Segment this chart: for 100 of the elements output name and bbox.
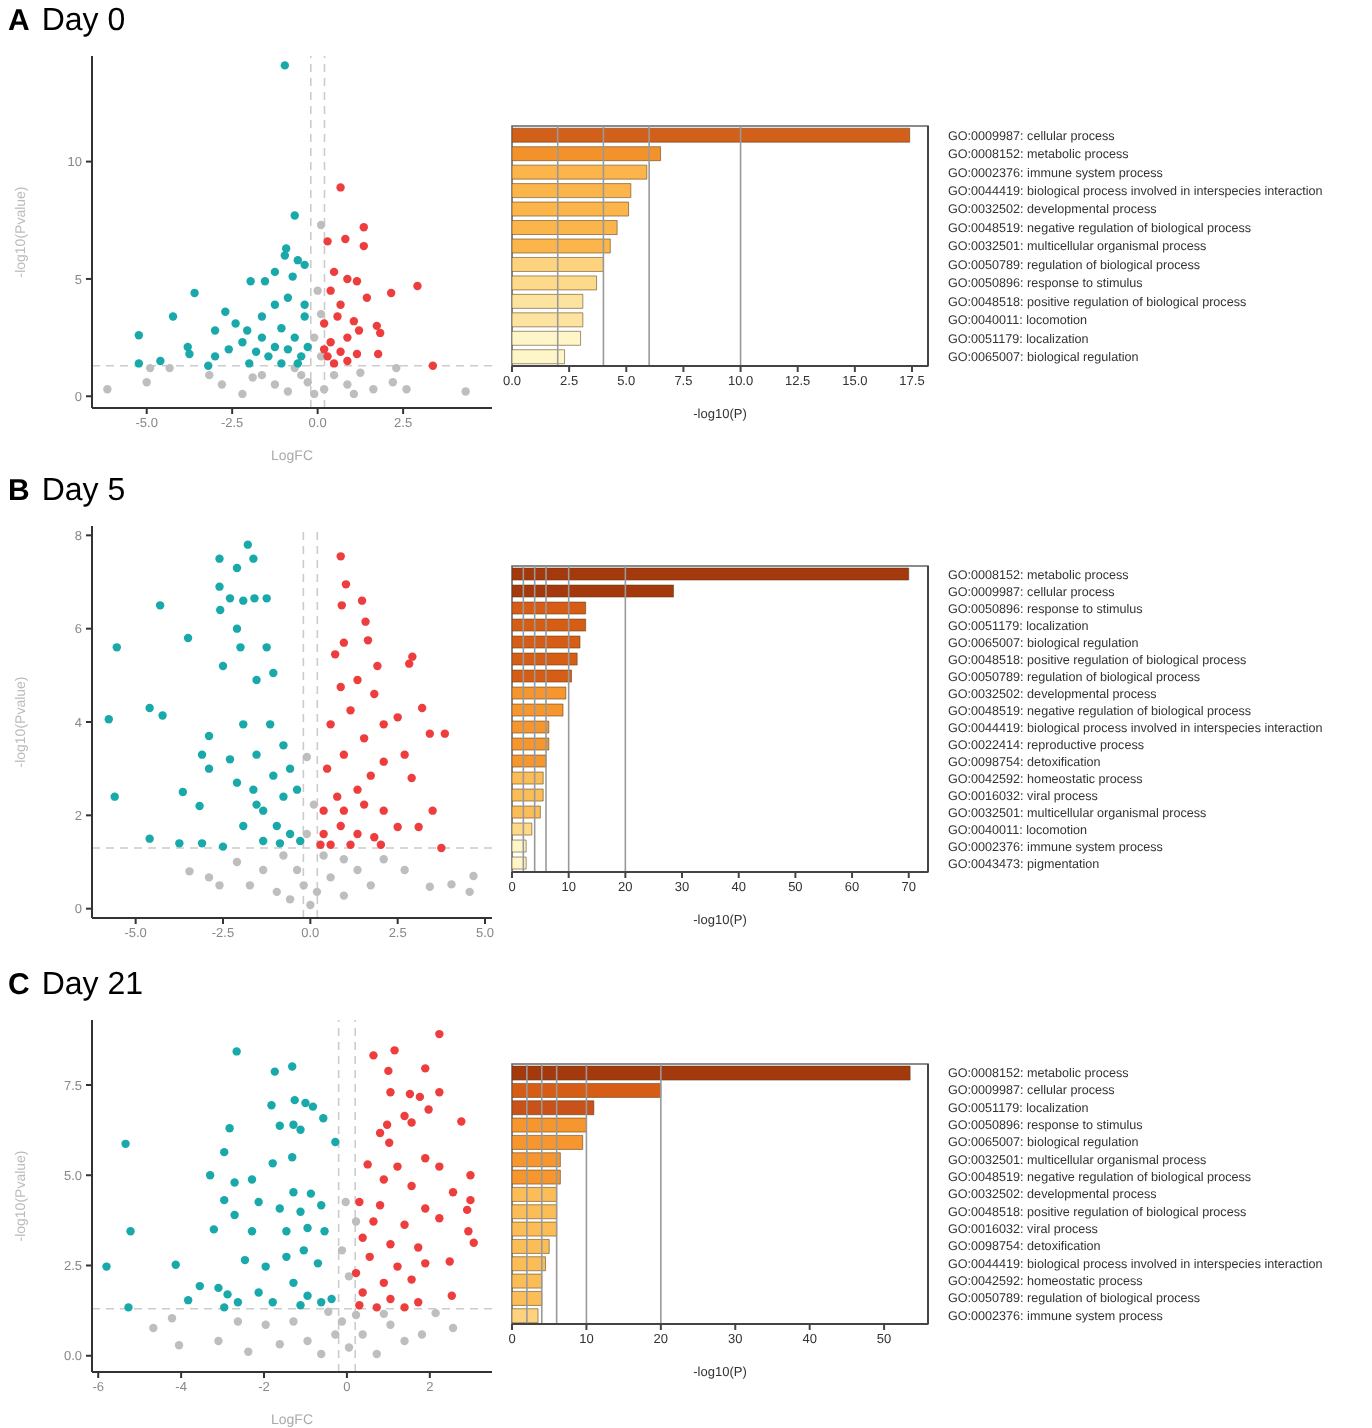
point <box>102 1262 111 1271</box>
point <box>388 377 398 387</box>
point <box>339 750 349 759</box>
point <box>356 368 365 377</box>
point <box>336 183 345 192</box>
point <box>183 1295 193 1305</box>
point <box>238 389 247 399</box>
point <box>280 61 290 70</box>
point <box>254 1288 263 1297</box>
point <box>185 867 194 876</box>
point <box>268 1159 277 1168</box>
point <box>447 880 456 889</box>
point <box>379 855 388 864</box>
point <box>316 309 326 319</box>
point <box>214 1336 223 1346</box>
point <box>363 636 373 645</box>
point <box>431 1308 440 1318</box>
point <box>346 706 355 715</box>
point <box>174 1341 184 1350</box>
point <box>386 1320 395 1329</box>
point <box>257 370 267 380</box>
point <box>270 267 280 277</box>
point <box>331 1330 340 1339</box>
point <box>329 359 339 368</box>
point <box>289 1278 298 1288</box>
point <box>225 594 235 603</box>
point <box>317 1201 326 1210</box>
point <box>155 601 165 610</box>
point <box>435 1214 444 1223</box>
point <box>424 1105 433 1114</box>
point <box>272 821 281 831</box>
point <box>331 1137 340 1147</box>
point <box>270 300 280 309</box>
point <box>232 624 242 633</box>
point <box>239 720 248 729</box>
point <box>448 1323 458 1333</box>
point <box>297 352 306 361</box>
point <box>233 1317 243 1326</box>
point <box>217 380 227 389</box>
point <box>232 778 242 787</box>
point <box>376 840 386 849</box>
point <box>393 1162 402 1171</box>
point <box>339 638 349 647</box>
text: A <box>8 4 30 38</box>
point <box>417 1330 427 1339</box>
point <box>171 1260 180 1269</box>
point <box>220 1195 229 1205</box>
point <box>257 333 267 342</box>
point <box>448 1188 458 1197</box>
point <box>417 703 427 713</box>
point <box>283 345 293 354</box>
text: B <box>8 474 30 508</box>
point <box>341 1197 350 1207</box>
point <box>221 307 230 316</box>
point <box>376 328 385 338</box>
point <box>462 1205 472 1215</box>
point <box>435 1162 444 1171</box>
point <box>414 1243 423 1252</box>
point <box>359 223 368 232</box>
point <box>373 349 383 359</box>
point <box>322 764 332 773</box>
point <box>236 643 245 652</box>
point <box>277 359 286 368</box>
point <box>357 596 367 605</box>
chart-title: Day 0 <box>41 4 126 38</box>
point <box>421 1204 430 1213</box>
point <box>245 359 254 368</box>
point <box>414 1298 423 1307</box>
point <box>289 1317 298 1326</box>
point <box>134 359 144 368</box>
point <box>309 800 319 809</box>
point <box>145 703 154 713</box>
point <box>339 855 349 864</box>
point <box>400 750 409 759</box>
point <box>261 1262 270 1271</box>
point <box>413 281 422 291</box>
point <box>313 1259 323 1268</box>
point <box>204 764 214 773</box>
point <box>288 1152 297 1162</box>
point <box>327 1294 336 1304</box>
point <box>280 251 290 260</box>
point <box>232 1047 241 1056</box>
point <box>407 773 416 783</box>
point <box>249 554 258 563</box>
point <box>354 326 364 335</box>
point <box>233 1298 243 1307</box>
point <box>142 377 151 387</box>
point <box>370 689 379 699</box>
point <box>104 715 113 724</box>
point <box>205 1171 215 1180</box>
point <box>243 326 252 335</box>
point <box>204 873 214 882</box>
point <box>363 1160 372 1169</box>
point <box>175 839 184 848</box>
point <box>185 349 194 359</box>
point <box>224 345 233 354</box>
point <box>390 1046 399 1055</box>
point <box>240 1255 250 1265</box>
point <box>415 1092 425 1102</box>
point <box>285 829 295 839</box>
